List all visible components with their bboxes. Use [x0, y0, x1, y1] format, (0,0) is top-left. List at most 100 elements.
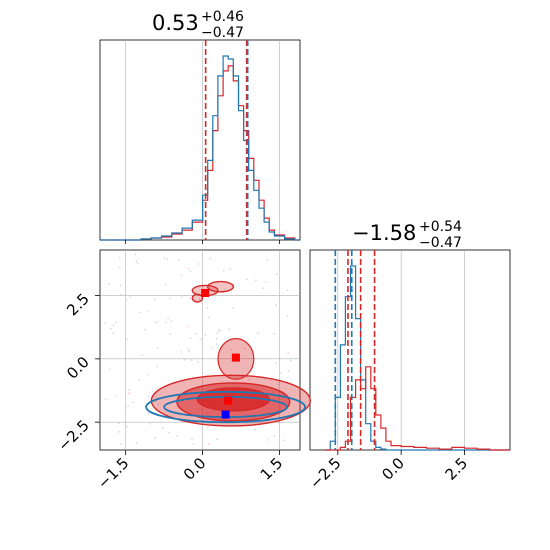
sample-point: [118, 422, 120, 425]
sample-point: [170, 320, 173, 323]
sample-point: [128, 392, 131, 394]
sample-point: [115, 321, 118, 324]
sample-point: [167, 317, 169, 320]
tick-label-x: −2.5: [306, 454, 344, 492]
sample-point: [216, 438, 218, 441]
title-2-sup: +0.54: [419, 219, 462, 235]
sample-point: [274, 362, 277, 364]
sample-point: [153, 298, 156, 301]
sample-point: [197, 360, 199, 363]
sample-point: [104, 398, 107, 401]
marker-red_marker: [201, 289, 210, 297]
sample-point: [218, 329, 220, 331]
histogram-blue: [325, 265, 510, 451]
sample-point: [147, 310, 149, 312]
sample-point: [207, 443, 210, 445]
sample-point: [134, 253, 137, 255]
sample-point: [187, 325, 190, 328]
sample-point: [206, 427, 209, 429]
sample-point: [154, 322, 157, 324]
sample-point: [286, 315, 289, 318]
sample-point: [120, 443, 122, 446]
sample-point: [287, 370, 290, 372]
title-param-2: −1.58 +0.54 −0.47: [352, 219, 462, 251]
sample-point: [135, 442, 138, 445]
sample-point: [163, 257, 166, 259]
sample-point: [126, 338, 128, 341]
sample-point: [195, 332, 197, 335]
sample-point: [164, 283, 167, 286]
marker-blue_marker: [221, 410, 230, 419]
sample-point: [223, 269, 225, 272]
sample-point: [206, 306, 208, 309]
sample-point: [219, 330, 221, 332]
marker-red_marker: [224, 396, 233, 405]
tick-label-y: −2.5: [54, 416, 92, 454]
sample-point: [178, 259, 180, 261]
sample-point: [216, 343, 218, 345]
sample-point: [169, 333, 171, 335]
sample-point: [187, 267, 190, 270]
red-contour-island: [191, 293, 204, 303]
sample-point: [210, 346, 213, 349]
sample-point: [283, 439, 286, 442]
sample-point: [135, 260, 138, 263]
sample-point: [187, 348, 189, 351]
sample-point: [265, 281, 267, 283]
sample-point: [290, 359, 292, 362]
sample-point: [118, 257, 121, 259]
tick-label-x: 1.5: [257, 454, 287, 484]
sample-point: [125, 300, 127, 302]
sample-point: [141, 354, 144, 357]
sample-point: [209, 257, 212, 260]
tick-label-y: 2.5: [63, 290, 93, 320]
tick-labels: −1.5 0.0 1.5 −2.5 0.0 2.5 −2.5 0.0 2.5: [54, 240, 471, 493]
sample-point: [193, 298, 196, 301]
sample-point: [204, 334, 207, 336]
sample-point: [119, 293, 122, 296]
sample-point: [262, 287, 265, 290]
sample-point: [138, 379, 141, 382]
svg-text:−0.47: −0.47: [201, 25, 244, 41]
sample-point: [176, 434, 179, 437]
sample-point: [108, 368, 111, 371]
sample-point: [110, 327, 112, 330]
sample-point: [127, 405, 129, 408]
sample-point: [275, 304, 277, 306]
sample-point: [183, 358, 186, 361]
sample-point: [208, 316, 210, 319]
sample-point: [189, 270, 192, 273]
sample-point: [254, 428, 256, 431]
red-contour-island: [206, 280, 234, 293]
sample-point: [149, 423, 151, 425]
sample-point: [188, 350, 190, 353]
sample-point: [166, 258, 169, 261]
title-param-1: 0.53 +0.46 −0.47: [152, 9, 244, 41]
svg-text:+0.54: +0.54: [419, 219, 462, 235]
sample-point: [188, 297, 191, 300]
sample-point: [266, 258, 269, 261]
sample-point: [114, 395, 117, 398]
sample-point: [132, 401, 135, 404]
sample-point: [287, 352, 290, 354]
svg-text:−0.47: −0.47: [419, 235, 462, 251]
title-1-sub: −0.47: [201, 25, 244, 41]
histogram-red: [100, 65, 300, 241]
tick-label-x: 2.5: [442, 454, 472, 484]
sample-point: [232, 307, 234, 309]
histogram-blue: [100, 55, 300, 241]
panel-bottom-left: [100, 250, 312, 450]
sample-point: [112, 332, 114, 335]
sample-point: [192, 443, 195, 446]
sample-point: [255, 279, 257, 282]
sample-point: [147, 395, 150, 397]
tick-label-x: 0.0: [180, 454, 210, 484]
sample-point: [139, 311, 141, 314]
sample-point: [104, 322, 107, 324]
sample-point: [198, 298, 201, 300]
sample-point: [230, 349, 232, 351]
tick-label-x: −1.5: [94, 454, 132, 492]
sample-point: [215, 337, 218, 340]
sample-point: [161, 427, 164, 430]
sample-point: [165, 321, 167, 324]
